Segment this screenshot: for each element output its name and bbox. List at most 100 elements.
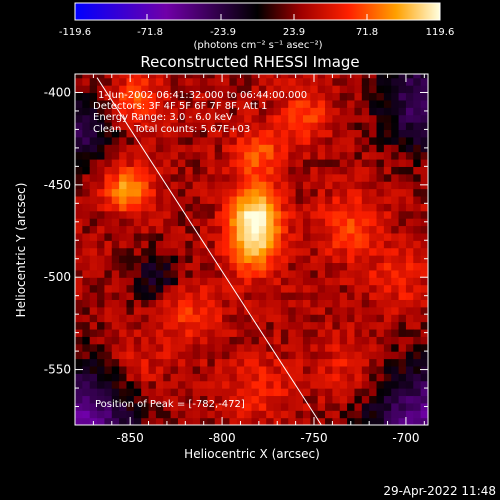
heatmap-cell — [133, 122, 142, 131]
heatmap-cell — [251, 85, 260, 94]
heatmap-cell — [185, 107, 194, 116]
heatmap-cell — [302, 181, 311, 190]
heatmap-cell — [222, 203, 231, 212]
heatmap-cell — [192, 358, 201, 367]
heatmap-cell — [354, 306, 363, 315]
heatmap-cell — [133, 358, 142, 367]
heatmap-cell — [339, 365, 348, 374]
heatmap-cell — [170, 85, 179, 94]
heatmap-cell — [89, 85, 98, 94]
heatmap-cell — [398, 77, 407, 86]
heatmap-cell — [325, 306, 333, 315]
heatmap-cell — [347, 395, 356, 404]
heatmap-cell — [383, 129, 392, 138]
heatmap-cell — [148, 195, 157, 204]
peak-position-label: Position of Peak = [-782,-472] — [95, 399, 245, 410]
heatmap-cell — [354, 195, 363, 204]
heatmap-cell — [339, 77, 348, 86]
heatmap-cell — [361, 85, 370, 94]
heatmap-cell — [288, 247, 297, 256]
heatmap-cell — [376, 365, 385, 374]
heatmap-cell — [251, 365, 260, 374]
heatmap-cell — [126, 107, 135, 116]
heatmap-cell — [236, 129, 245, 138]
heatmap-cell — [251, 291, 260, 300]
heatmap-cell — [229, 144, 238, 153]
heatmap-cell — [376, 232, 385, 241]
heatmap-cell — [347, 306, 356, 315]
heatmap-cell — [332, 269, 341, 278]
heatmap-cell — [185, 336, 194, 345]
heatmap-cell — [177, 218, 186, 227]
heatmap-cell — [369, 247, 378, 256]
heatmap-cell — [251, 410, 260, 419]
heatmap-cell — [236, 314, 245, 323]
heatmap-cell — [347, 188, 356, 197]
heatmap-cell — [200, 336, 208, 345]
heatmap-cell — [288, 210, 297, 219]
heatmap-cell — [383, 277, 392, 286]
heatmap-cell — [207, 240, 216, 249]
heatmap-cell — [192, 277, 201, 286]
heatmap-cell — [258, 255, 267, 264]
heatmap-cell — [398, 314, 407, 323]
heatmap-cell — [405, 358, 414, 367]
heatmap-cell — [82, 417, 91, 425]
heatmap-cell — [325, 343, 333, 352]
heatmap-cell — [222, 365, 231, 374]
heatmap-cell — [405, 269, 414, 278]
heatmap-cell — [222, 92, 231, 101]
heatmap-cell — [251, 92, 260, 101]
heatmap-cell — [332, 129, 341, 138]
heatmap-cell — [258, 188, 267, 197]
heatmap-cell — [405, 291, 414, 300]
heatmap-cell — [82, 247, 91, 256]
heatmap-cell — [266, 195, 275, 204]
heatmap-cell — [192, 151, 201, 160]
heatmap-cell — [126, 262, 135, 271]
heatmap-cell — [214, 373, 223, 382]
heatmap-cell — [347, 203, 356, 212]
heatmap-cell — [236, 380, 245, 389]
colorbar-tick-label: 71.8 — [356, 27, 378, 38]
heatmap-cell — [82, 218, 91, 227]
heatmap-cell — [317, 328, 326, 337]
heatmap-cell — [361, 188, 370, 197]
heatmap-cell — [155, 343, 164, 352]
heatmap-cell — [325, 328, 333, 337]
heatmap-cell — [148, 269, 157, 278]
heatmap-cell — [273, 218, 282, 227]
heatmap-cell — [111, 74, 120, 79]
heatmap-cell — [266, 291, 275, 300]
heatmap-cell — [325, 417, 333, 425]
heatmap-cell — [214, 151, 223, 160]
heatmap-cell — [214, 395, 223, 404]
heatmap-cell — [258, 351, 267, 360]
heatmap-cell — [244, 107, 253, 116]
heatmap-cell — [163, 351, 172, 360]
heatmap-cell — [280, 232, 289, 241]
heatmap-cell — [413, 314, 422, 323]
heatmap-cell — [244, 151, 253, 160]
heatmap-cell — [192, 114, 201, 123]
heatmap-cell — [339, 358, 348, 367]
heatmap-cell — [163, 85, 172, 94]
heatmap-cell — [258, 122, 267, 131]
heatmap-cell — [82, 299, 91, 308]
heatmap-cell — [97, 373, 106, 382]
heatmap-cell — [89, 321, 98, 330]
heatmap-cell — [347, 144, 356, 153]
heatmap-cell — [251, 277, 260, 286]
heatmap-cell — [229, 247, 238, 256]
heatmap-cell — [420, 195, 428, 204]
heatmap-cell — [82, 166, 91, 175]
heatmap-cell — [141, 291, 150, 300]
heatmap-cell — [420, 321, 428, 330]
heatmap-cell — [302, 277, 311, 286]
heatmap-cell — [200, 144, 208, 153]
heatmap-cell — [97, 336, 106, 345]
heatmap-cell — [126, 402, 135, 411]
heatmap-cell — [258, 365, 267, 374]
heatmap-cell — [302, 129, 311, 138]
heatmap-cell — [295, 291, 304, 300]
